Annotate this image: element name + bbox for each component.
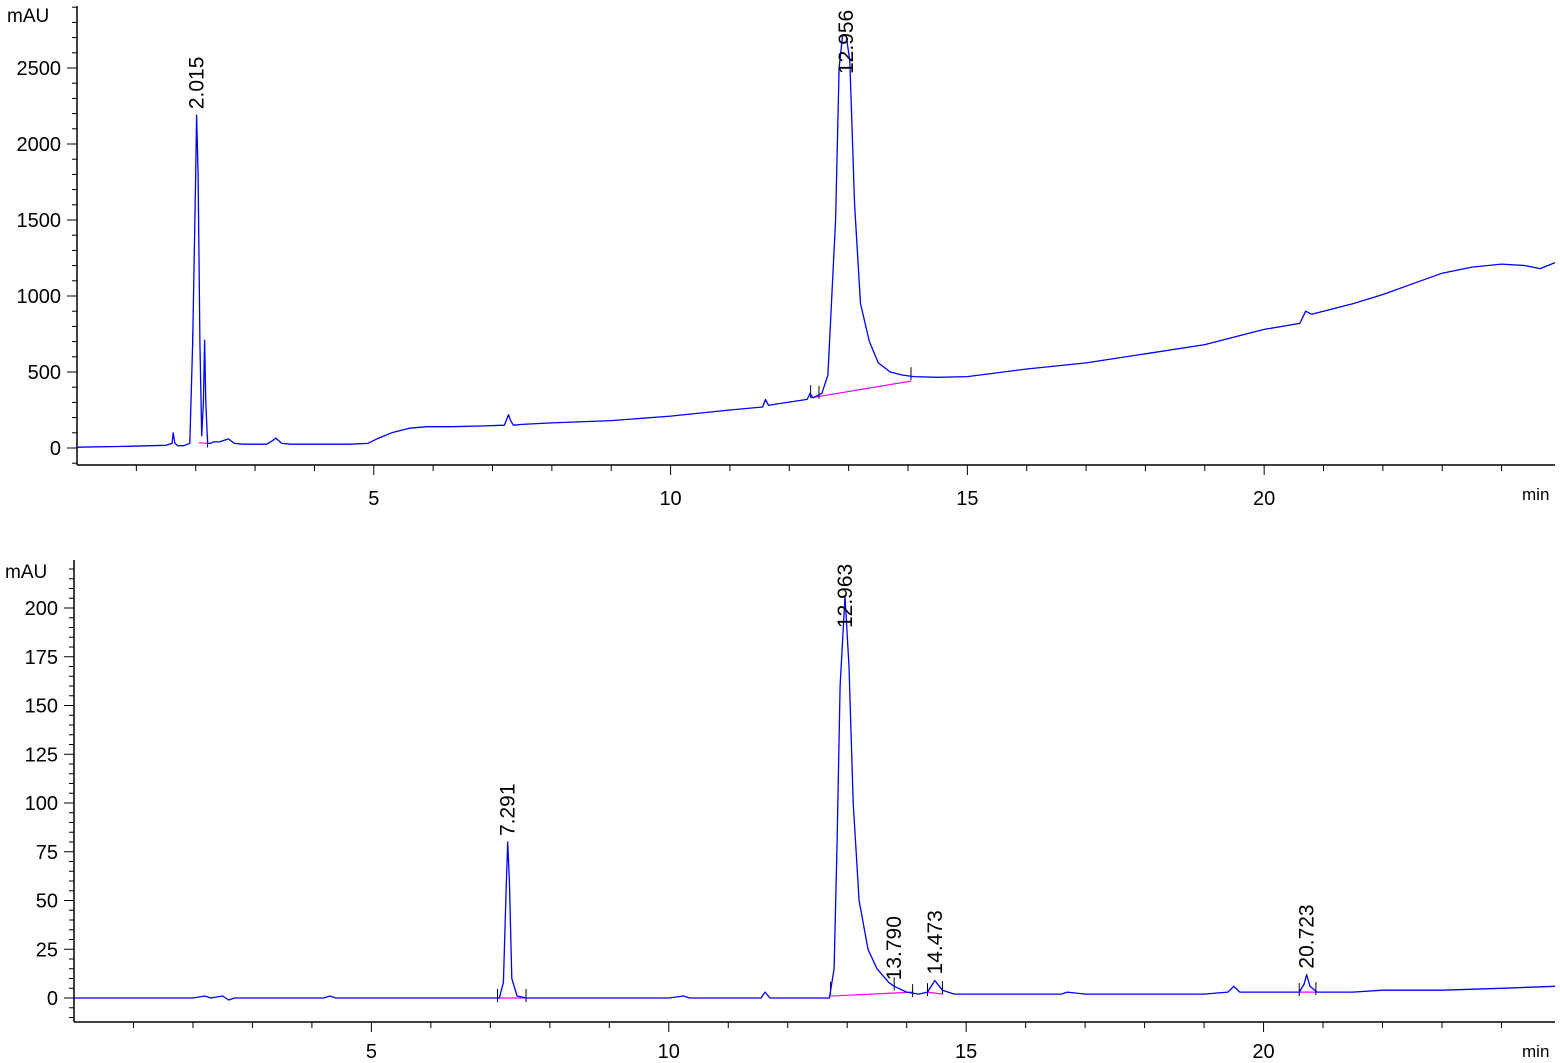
y-tick-label: 1500 xyxy=(17,210,62,232)
peak-label: 20.723 xyxy=(1296,904,1319,968)
x-tick-label: 20 xyxy=(1252,1041,1274,1063)
x-tick-label: 10 xyxy=(659,488,681,510)
y-tick-label: 75 xyxy=(36,842,58,864)
peak-label: 13.790 xyxy=(883,916,906,980)
y-tick-label: 2500 xyxy=(17,58,62,80)
integration-baseline xyxy=(927,991,943,995)
y-tick-label: 100 xyxy=(25,793,58,815)
x-tick-label: 5 xyxy=(366,1041,377,1063)
integration-baseline xyxy=(830,991,913,997)
x-tick-label: 20 xyxy=(1253,488,1275,510)
integration-baseline xyxy=(810,380,912,399)
y-tick-label: 1000 xyxy=(17,286,62,308)
y-tick-label: 150 xyxy=(25,696,58,718)
chart-panel-2: 0 25 50 75 100 125 150 175 200 5 10 15 20 mAU min 7.291… xyxy=(5,560,1556,1063)
y-tick-label: 200 xyxy=(25,598,58,620)
x-tick-label: 10 xyxy=(658,1041,680,1063)
signal-trace xyxy=(76,33,1556,448)
y-axis-label: mAU xyxy=(7,6,49,27)
chart-panel-1: 0 500 1000 1500 2000 2500 5 10 15 20 mAU min 2.015 12… xyxy=(7,6,1556,510)
integration-baseline xyxy=(198,442,208,445)
y-tick-label: 50 xyxy=(36,891,58,913)
peak-label: 12.963 xyxy=(834,564,857,628)
y-tick-label: 2000 xyxy=(17,134,62,156)
y-tick-label: 175 xyxy=(25,647,58,669)
x-axis-label: min xyxy=(1522,1042,1549,1061)
y-tick-label: 0 xyxy=(50,438,61,460)
y-tick-label: 500 xyxy=(28,362,61,384)
peak-label: 2.015 xyxy=(186,57,209,110)
signal-trace xyxy=(74,595,1556,1001)
y-axis-label: mAU xyxy=(5,562,47,583)
x-tick-label: 15 xyxy=(955,1041,977,1063)
x-axis-label: min xyxy=(1522,485,1549,504)
x-tick-label: 15 xyxy=(956,488,978,510)
peak-label: 12.956 xyxy=(835,10,858,74)
y-tick-label: 0 xyxy=(47,988,58,1010)
peak-label: 7.291 xyxy=(497,783,520,836)
y-tick-label: 125 xyxy=(25,744,58,766)
peak-label: 14.473 xyxy=(924,910,947,974)
y-tick-label: 25 xyxy=(36,939,58,961)
x-tick-label: 5 xyxy=(368,488,379,510)
